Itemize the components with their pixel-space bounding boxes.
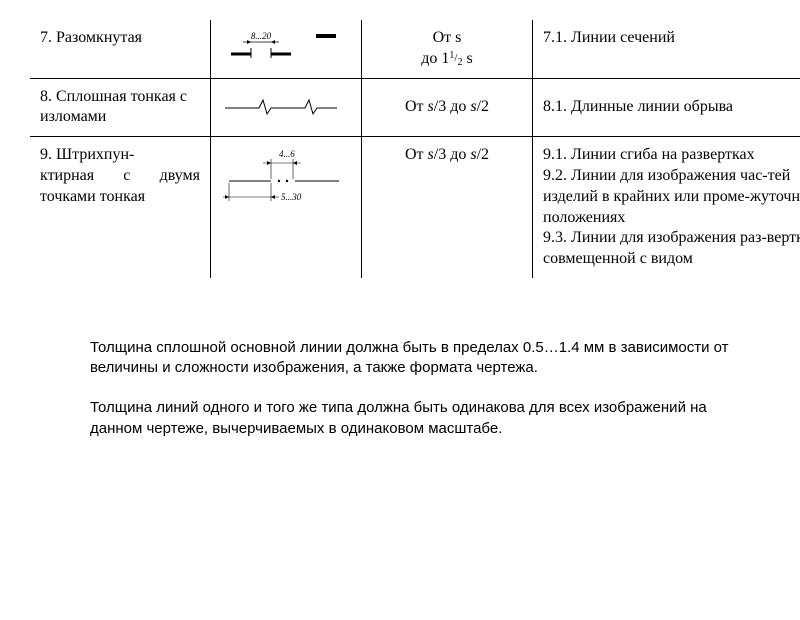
zigzag-thin-drawing xyxy=(221,94,341,120)
cell-usage: 7.1. Линии сечений xyxy=(533,20,800,78)
paragraph-2: Толщина линий одного и того же типа долж… xyxy=(90,398,740,439)
line-types-table: 7. Разомкнутая 8...20 xyxy=(30,20,800,278)
thickness-text: От s/3 до s/2 xyxy=(405,146,489,163)
cell-usage: 9.1. Линии сгиба на развертках 9.2. Лини… xyxy=(533,137,800,278)
open-line-drawing: 8...20 xyxy=(221,28,341,64)
line-name: 7. Разомкнутая xyxy=(40,29,142,46)
line-name: 8. Сплошная тонкая с изломами xyxy=(40,88,187,126)
usage-text-2: 9.2. Линии для изображения час-тей издел… xyxy=(543,167,800,226)
line-name: 9. Штрихпун-ктирная с двумя точками тонк… xyxy=(40,146,200,205)
top-dim-label: 4...6 xyxy=(279,149,295,159)
table-row: 7. Разомкнутая 8...20 xyxy=(30,20,800,78)
cell-thickness: От s/3 до s/2 xyxy=(362,137,533,278)
usage-text-3: 9.3. Линии для изображения раз-вертки, с… xyxy=(543,229,800,267)
bottom-dim-label: 5...30 xyxy=(281,192,302,202)
table-row: 8. Сплошная тонкая с изломами От s/3 до … xyxy=(30,78,800,137)
cell-depiction: 8...20 xyxy=(211,20,362,78)
cell-name: 9. Штрихпун-ктирная с двумя точками тонк… xyxy=(30,137,211,278)
usage-text: 8.1. Длинные линии обрыва xyxy=(543,98,733,115)
cell-name: 7. Разомкнутая xyxy=(30,20,211,78)
usage-text: 7.1. Линии сечений xyxy=(543,29,675,46)
dash-two-dot-drawing: 4...6 5...30 xyxy=(221,145,351,215)
table-row: 9. Штрихпун-ктирная с двумя точками тонк… xyxy=(30,137,800,278)
description-paragraphs: Толщина сплошной основной линии должна б… xyxy=(90,338,740,439)
cell-usage: 8.1. Длинные линии обрыва xyxy=(533,78,800,137)
cell-thickness: От s до 11/2 s xyxy=(362,20,533,78)
cell-depiction: 4...6 5...30 xyxy=(211,137,362,278)
cell-name: 8. Сплошная тонкая с изломами xyxy=(30,78,211,137)
usage-text-1: 9.1. Линии сгиба на развертках xyxy=(543,146,755,163)
cell-depiction xyxy=(211,78,362,137)
gap-label: 8...20 xyxy=(251,31,272,41)
thickness-text: От s до 11/2 s xyxy=(421,29,472,67)
cell-thickness: От s/3 до s/2 xyxy=(362,78,533,137)
paragraph-1: Толщина сплошной основной линии должна б… xyxy=(90,338,740,379)
thickness-text: От s/3 до s/2 xyxy=(405,98,489,115)
